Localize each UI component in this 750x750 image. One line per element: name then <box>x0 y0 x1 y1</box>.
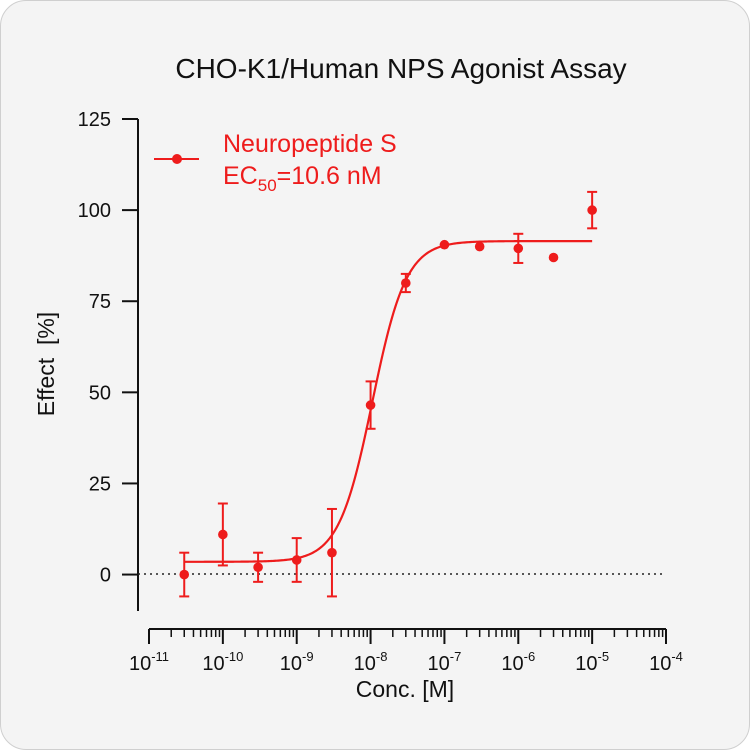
x-tick-base: 10 <box>280 653 302 675</box>
x-tick-label: 10-10 <box>202 649 243 675</box>
legend-ec50-value: =10.6 nM <box>277 162 382 190</box>
data-point-group <box>513 232 524 264</box>
data-point <box>179 569 190 580</box>
data-point <box>253 562 263 573</box>
chart-title: CHO-K1/Human NPS Agonist Assay <box>175 53 626 84</box>
x-tick-base: 10 <box>129 653 151 675</box>
x-tick-exponent: -11 <box>151 649 169 664</box>
x-tick-base: 10 <box>501 653 523 675</box>
data-point-group <box>253 551 264 583</box>
data-point-group <box>217 502 228 567</box>
y-tick-label: 125 <box>78 109 111 131</box>
y-tick-label: 25 <box>89 473 111 495</box>
data-point-group <box>400 272 411 294</box>
fit-curve <box>184 239 593 563</box>
x-tick-base: 10 <box>202 653 224 675</box>
legend-series-label: Neuropeptide S <box>223 130 397 158</box>
x-tick-label: 10-9 <box>280 649 314 675</box>
data-point <box>587 205 597 215</box>
x-tick-base: 10 <box>354 653 376 675</box>
data-point <box>365 400 376 410</box>
legend-dot-marker <box>172 154 182 164</box>
x-tick-exponent: -5 <box>597 649 609 664</box>
data-point <box>327 547 337 558</box>
data-point-group <box>474 241 485 252</box>
x-tick-label: 10-7 <box>428 649 462 675</box>
legend-ec50-prefix: EC <box>223 162 258 190</box>
legend-ec50-subscript: 50 <box>258 176 277 195</box>
x-tick-base: 10 <box>575 653 597 675</box>
x-tick-label: 10-11 <box>129 649 169 675</box>
x-tick-exponent: -6 <box>524 649 536 664</box>
y-tick-label: 100 <box>78 200 111 222</box>
legend-ec50: EC50=10.6 nM <box>223 162 382 195</box>
data-point <box>474 241 485 252</box>
data-points <box>179 190 598 598</box>
data-point-group <box>291 537 302 583</box>
x-tick-label: 10-6 <box>501 649 535 675</box>
data-point-group <box>587 190 598 230</box>
x-tick-exponent: -4 <box>671 649 683 664</box>
x-tick-exponent: -9 <box>302 649 314 664</box>
legend: Neuropeptide S EC50=10.6 nM <box>154 130 397 195</box>
data-point <box>548 252 559 263</box>
x-tick-base: 10 <box>428 653 450 675</box>
x-tick-label: 10-5 <box>575 649 609 675</box>
data-point-group <box>365 380 376 430</box>
x-tick-exponent: -10 <box>225 649 244 664</box>
y-tick-label: 0 <box>100 565 111 587</box>
data-point <box>401 278 411 288</box>
x-tick-label: 10-8 <box>354 649 388 675</box>
data-point-group <box>548 252 559 263</box>
data-point <box>439 239 450 250</box>
data-point <box>513 243 524 254</box>
y-tick-label: 50 <box>89 382 111 404</box>
data-point-group <box>439 239 450 250</box>
data-point-group <box>179 551 190 598</box>
x-tick-exponent: -8 <box>376 649 388 664</box>
x-axis-ticks: 10-11 10-10 10-9 10-8 10-7 10-6 10-5 10-4 <box>129 629 683 675</box>
y-tick-label: 75 <box>89 291 111 313</box>
data-point <box>218 529 228 540</box>
data-point <box>291 555 302 565</box>
x-axis-label: Conc. [M] <box>356 676 454 702</box>
y-axis-ticks: 0 25 50 75 100 125 <box>78 109 138 587</box>
x-tick-base: 10 <box>649 653 671 675</box>
y-axis-label: Effect [%] <box>33 312 59 416</box>
data-point-group <box>326 507 337 598</box>
x-tick-label: 10-4 <box>649 649 683 675</box>
x-tick-exponent: -7 <box>450 649 462 664</box>
